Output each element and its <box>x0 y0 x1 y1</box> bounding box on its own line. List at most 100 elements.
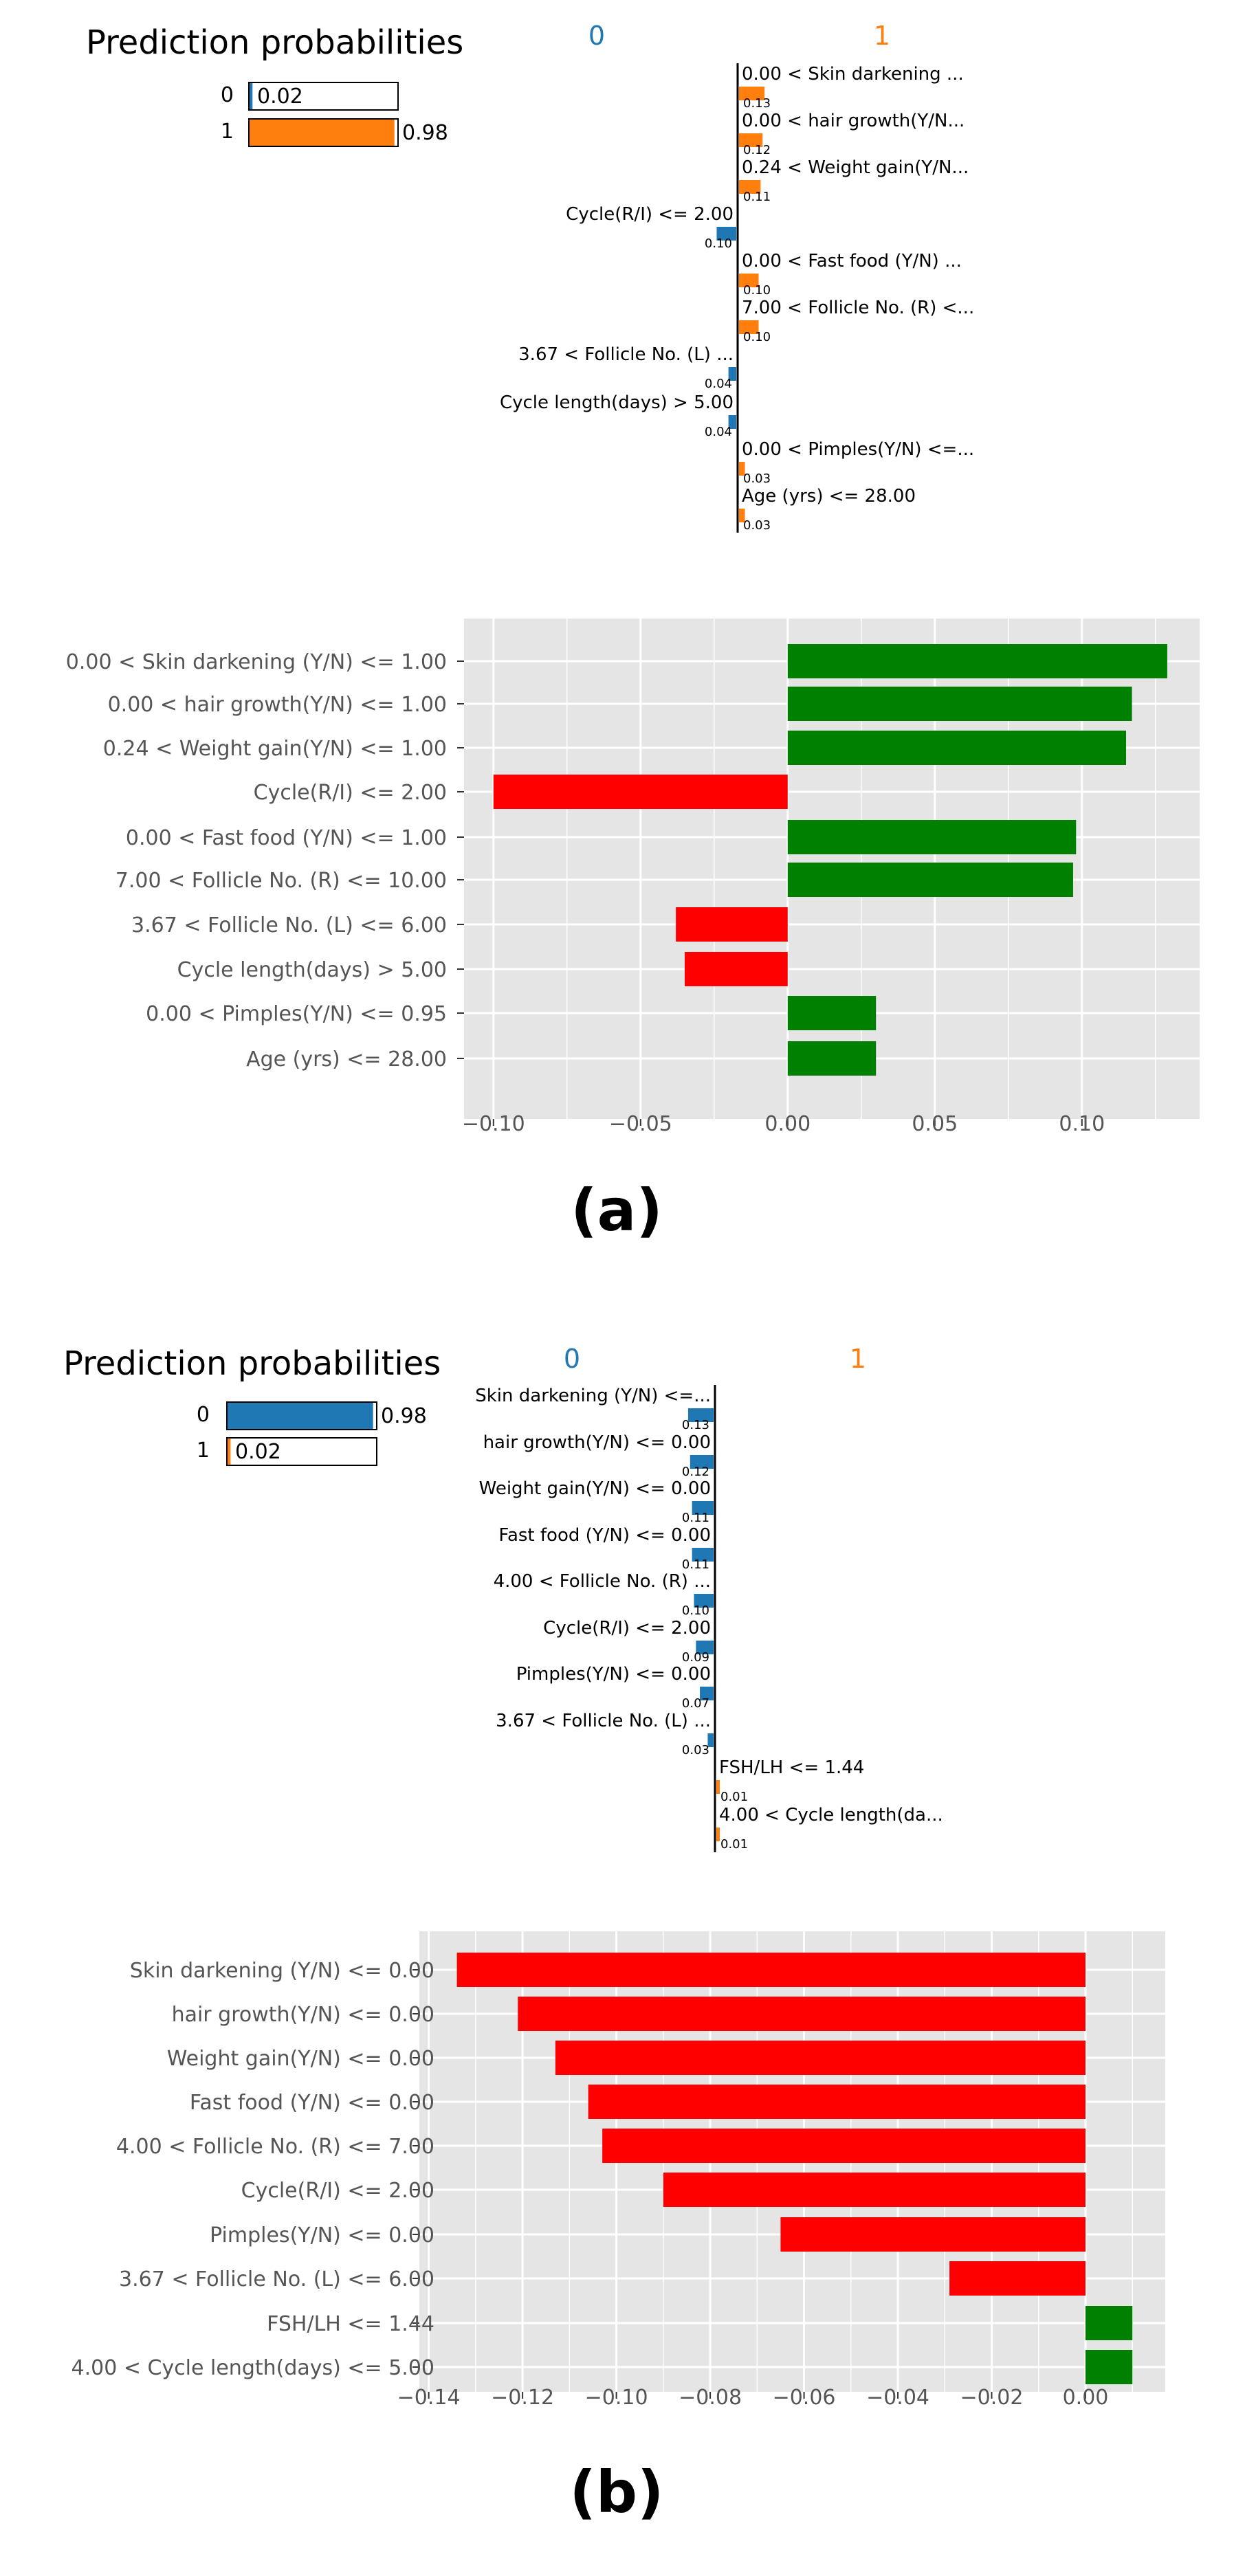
contribution-value: 0.10 <box>705 236 732 251</box>
contribution-bar <box>692 1548 714 1562</box>
contribution-bar <box>687 1408 714 1422</box>
contribution-label: 0.00 < Pimples(Y/N) <=... <box>742 439 974 460</box>
y-tick-label: 4.00 < Cycle length(days) <= 5.00 <box>71 2356 434 2380</box>
bar <box>787 863 1073 897</box>
y-tick-label: 0.00 < Skin darkening (Y/N) <= 1.00 <box>66 650 447 674</box>
x-tick-label: −0.05 <box>609 1112 672 1136</box>
bar <box>602 2129 1086 2163</box>
contribution-value: 0.07 <box>682 1696 709 1711</box>
x-tick-label: −0.10 <box>585 2386 648 2410</box>
y-tick-label: hair growth(Y/N) <= 0.00 <box>172 2003 434 2027</box>
bar <box>787 1041 877 1076</box>
probability-class-label: 0 <box>221 83 234 107</box>
contribution-label: 0.00 < hair growth(Y/N... <box>742 111 965 131</box>
bar <box>493 775 788 809</box>
contribution-value: 0.09 <box>682 1650 709 1665</box>
bar <box>949 2261 1086 2296</box>
contribution-value: 0.12 <box>682 1465 709 1479</box>
y-tick-label: 0.00 < hair growth(Y/N) <= 1.00 <box>108 693 447 717</box>
contribution-bar <box>690 1455 714 1469</box>
prediction-probabilities: Prediction probabilities 0 0.02 1 0.98 <box>86 23 463 147</box>
probability-class-label: 1 <box>221 120 234 144</box>
contribution-value: 0.13 <box>682 1418 709 1432</box>
contribution-label: Cycle(R/I) <= 2.00 <box>543 1618 711 1639</box>
x-tick-label: 0.00 <box>764 1112 811 1136</box>
contribution-value: 0.11 <box>743 190 771 204</box>
prediction-title: Prediction probabilities <box>86 23 463 62</box>
bar <box>787 731 1126 765</box>
contribution-label: hair growth(Y/N) <= 0.00 <box>483 1432 711 1453</box>
probability-class-label: 1 <box>197 1439 210 1463</box>
probability-bar-fill <box>250 83 253 109</box>
contribution-bar <box>739 320 759 334</box>
probability-bar-fill <box>250 120 395 146</box>
y-tick-label: 0.00 < Pimples(Y/N) <= 0.95 <box>146 1002 447 1026</box>
bar <box>787 644 1167 678</box>
contribution-label: 4.00 < Follicle No. (R) ... <box>494 1571 711 1592</box>
contribution-label: 3.67 < Follicle No. (L) ... <box>496 1711 711 1731</box>
contribution-label: Skin darkening (Y/N) <=... <box>475 1386 711 1406</box>
bar-chart: 0.00 < Skin darkening (Y/N) <= 1.00 0.00 … <box>66 619 1200 1136</box>
contribution-label: 3.67 < Follicle No. (L) ... <box>518 344 734 365</box>
x-tick-label: 0.10 <box>1059 1112 1105 1136</box>
bar <box>787 996 877 1030</box>
contribution-bar <box>739 274 759 287</box>
probability-value: 0.02 <box>257 85 303 109</box>
probability-class-label: 0 <box>197 1403 210 1427</box>
class-0-header: 0 <box>588 21 605 51</box>
probability-value: 0.98 <box>402 121 448 145</box>
bar <box>787 687 1132 721</box>
panel-b: Prediction probabilities 0 0.98 1 0.02 0 1 Skin… <box>63 1344 1165 2526</box>
contribution-label: FSH/LH <= 1.44 <box>719 1757 864 1778</box>
contribution-value: 0.11 <box>682 1511 709 1525</box>
contribution-bar <box>694 1594 714 1608</box>
class-1-header: 1 <box>850 1344 866 1374</box>
bar <box>588 2085 1086 2119</box>
contribution-label: Age (yrs) <= 28.00 <box>742 486 916 507</box>
contribution-label: Cycle(R/I) <= 2.00 <box>566 204 734 225</box>
x-tick-label: −0.02 <box>960 2386 1024 2410</box>
y-tick-label: Skin darkening (Y/N) <= 0.00 <box>130 1959 434 1983</box>
y-tick-label: 0.24 < Weight gain(Y/N) <= 1.00 <box>103 737 447 761</box>
contribution-label: 0.00 < Skin darkening ... <box>742 64 964 85</box>
probability-bar-frame <box>226 1437 377 1466</box>
class-0-header: 0 <box>564 1344 580 1374</box>
y-tick-label: Weight gain(Y/N) <= 0.00 <box>167 2047 434 2071</box>
y-tick-label: Pimples(Y/N) <= 0.00 <box>210 2223 434 2247</box>
contribution-chart: 0 1 0.00 < Skin darkening ... 0.130.00 < ha… <box>500 21 974 533</box>
contribution-label: 4.00 < Cycle length(da... <box>719 1805 943 1825</box>
bar <box>555 2041 1086 2075</box>
y-tick-label: Cycle(R/I) <= 2.00 <box>254 781 447 805</box>
contribution-value: 0.01 <box>720 1790 748 1804</box>
x-tick-label: −0.08 <box>679 2386 742 2410</box>
contribution-bar <box>716 1780 720 1794</box>
x-tick-label: −0.10 <box>462 1112 525 1136</box>
contribution-bar <box>739 133 763 147</box>
contribution-bar <box>716 227 736 241</box>
probability-value: 0.02 <box>235 1440 281 1464</box>
contribution-bar <box>739 180 761 194</box>
x-tick-label: 0.00 <box>1063 2386 1109 2410</box>
contribution-value: 0.11 <box>682 1557 709 1572</box>
contribution-value: 0.03 <box>743 518 771 533</box>
contribution-bar <box>707 1733 714 1747</box>
bar <box>685 952 788 986</box>
contribution-value: 0.03 <box>743 471 771 486</box>
bar <box>1085 2306 1133 2340</box>
contribution-value: 0.12 <box>743 143 771 157</box>
bar <box>1085 2350 1133 2384</box>
prediction-title: Prediction probabilities <box>63 1344 441 1383</box>
contribution-label: Cycle length(days) > 5.00 <box>500 392 734 413</box>
contribution-bar <box>728 367 736 381</box>
contribution-value: 0.10 <box>682 1603 709 1618</box>
contribution-value: 0.03 <box>682 1743 709 1757</box>
y-tick-label: Cycle(R/I) <= 2.00 <box>241 2179 434 2203</box>
bar-chart: Skin darkening (Y/N) <= 0.00 hair growth(… <box>71 1931 1165 2410</box>
panel-a: Prediction probabilities 0 0.02 1 0.98 0 1 0.00… <box>66 21 1200 1244</box>
contribution-bar <box>696 1641 714 1654</box>
contribution-value: 0.10 <box>743 330 771 344</box>
contribution-bar <box>728 415 736 429</box>
probability-value: 0.98 <box>381 1404 427 1428</box>
